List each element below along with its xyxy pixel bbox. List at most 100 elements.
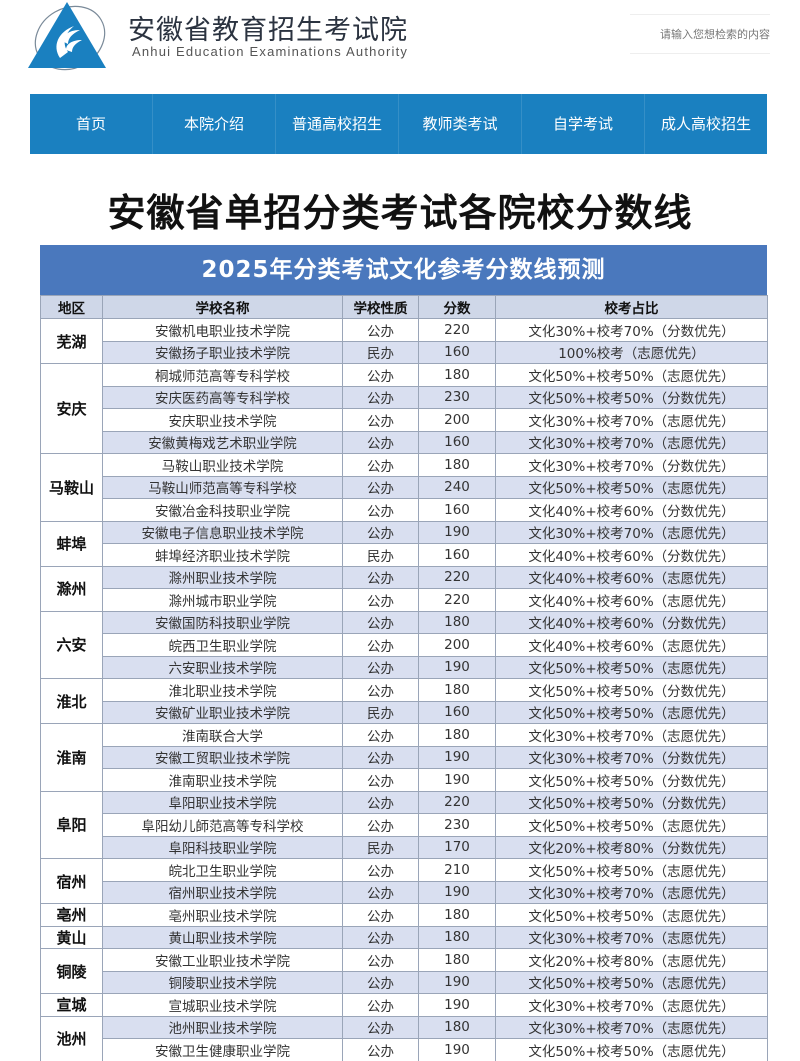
region-cell: 阜阳 [40, 790, 103, 859]
school-name-cell: 滁州城市职业学院 [102, 588, 343, 612]
school-type-cell: 公办 [342, 745, 419, 769]
table-row: 阜阳 阜阳职业技术学院 公办 220 文化50%+校考50%（分数优先） [40, 790, 768, 859]
score-cell: 190 [418, 1038, 496, 1061]
table-row: 黄山 黄山职业技术学院 公办 180 文化30%+校考70%（志愿优先） [40, 925, 768, 949]
score-cell: 180 [418, 903, 496, 927]
logo-icon[interactable] [22, 0, 112, 72]
table-row: 宿州 皖北卫生职业学院 公办 210 文化50%+校考50%（志愿优先） [40, 858, 768, 904]
school-name-cell: 安徽卫生健康职业学院 [102, 1038, 343, 1061]
score-cell: 210 [418, 858, 496, 882]
school-type-cell: 民办 [342, 543, 419, 567]
ratio-cell: 文化30%+校考70%（志愿优先） [495, 520, 768, 544]
score-cell: 190 [418, 655, 496, 679]
nav-item-adult-admission[interactable]: 成人高校招生 [660, 115, 751, 133]
table-row: 安徽卫生健康职业学院 公办 190 文化50%+校考50%（志愿优先） [41, 1038, 768, 1061]
score-cell: 190 [418, 520, 496, 544]
nav-item-home[interactable]: 首页 [30, 94, 153, 154]
table-row: 安徽扬子职业技术学院 民办 160 100%校考（志愿优先） [41, 340, 768, 364]
school-name-cell: 阜阳科技职业学院 [102, 835, 343, 859]
column-header-region: 地区 [40, 295, 103, 319]
school-type-cell: 公办 [342, 993, 419, 1017]
ratio-cell: 文化50%+校考50%（志愿优先） [495, 903, 768, 927]
school-type-cell: 公办 [342, 520, 419, 544]
school-type-cell: 公办 [342, 588, 419, 612]
table-row: 阜阳幼儿師范高等专科学校 公办 230 文化50%+校考50%（志愿优先） [41, 813, 768, 837]
school-name-cell: 安徽工贸职业技术学院 [102, 745, 343, 769]
school-type-cell: 公办 [342, 970, 419, 994]
school-type-cell: 民办 [342, 340, 419, 364]
site-subtitle: Anhui Education Examinations Authority [132, 44, 409, 59]
table-row: 马鞍山师范高等专科学校 公办 240 文化50%+校考50%（志愿优先） [41, 475, 768, 499]
region-cell: 滁州 [40, 565, 103, 612]
nav-item-self-study-exam[interactable]: 自学考试 [522, 94, 645, 154]
ratio-cell: 文化20%+校考80%（分数优先） [495, 835, 768, 859]
school-name-cell: 淮北职业技术学院 [102, 678, 343, 702]
school-name-cell: 安庆医药高等专科学校 [102, 385, 343, 409]
school-name-cell: 宣城职业技术学院 [102, 993, 343, 1017]
score-cell: 240 [418, 475, 496, 499]
score-cell: 190 [418, 745, 496, 769]
nav-item-about[interactable]: 本院介绍 [153, 94, 276, 154]
table-header-row: 地区 学校名称 学校性质 分数 校考占比 [40, 295, 768, 319]
ratio-cell: 文化50%+校考50%（志愿优先） [495, 655, 768, 679]
table-row: 淮北 淮北职业技术学院 公办 180 文化50%+校考50%（分数优先） [40, 678, 768, 724]
school-type-cell: 公办 [342, 610, 419, 634]
score-cell: 180 [418, 363, 496, 387]
school-type-cell: 公办 [342, 565, 419, 589]
school-type-cell: 公办 [342, 790, 419, 814]
school-type-cell: 公办 [342, 1015, 419, 1039]
region-cell: 淮北 [40, 678, 103, 724]
table-row: 安庆 桐城师范高等专科学校 公办 180 文化50%+校考50%（志愿优先） [40, 363, 768, 454]
table-row: 安徽工贸职业技术学院 公办 190 文化30%+校考70%（分数优先） [41, 745, 768, 769]
table-row: 淮南职业技术学院 公办 190 文化50%+校考50%（分数优先） [41, 768, 768, 792]
ratio-cell: 文化50%+校考50%（分数优先） [495, 678, 768, 702]
nav-item-teacher-exam[interactable]: 教师类考试 [399, 94, 522, 154]
table-body: 芜湖 安徽机电职业技术学院 公办 220 文化30%+校考70%（分数优先） 安徽扬子职业… [40, 318, 768, 1061]
region-cell: 池州 [40, 1015, 103, 1061]
search-input[interactable] [630, 15, 770, 53]
score-cell: 180 [418, 453, 496, 477]
score-cell: 160 [418, 700, 496, 724]
table-row: 滁州城市职业学院 公办 220 文化40%+校考60%（志愿优先） [41, 588, 768, 612]
column-header-school: 学校名称 [102, 295, 343, 319]
table-row: 六安职业技术学院 公办 190 文化50%+校考50%（志愿优先） [41, 655, 768, 679]
score-cell: 220 [418, 790, 496, 814]
search-box [630, 14, 770, 54]
table-row: 滁州 滁州职业技术学院 公办 220 文化40%+校考60%（志愿优先） [40, 565, 768, 612]
school-type-cell: 公办 [342, 948, 419, 972]
score-cell: 220 [418, 588, 496, 612]
column-header-score: 分数 [418, 295, 496, 319]
school-name-cell: 安徽电子信息职业技术学院 [102, 520, 343, 544]
score-cell: 160 [418, 543, 496, 567]
school-name-cell: 安庆职业技术学院 [102, 408, 343, 432]
table-row: 蚌埠经济职业技术学院 民办 160 文化40%+校考60%（分数优先） [41, 543, 768, 567]
region-cell: 宿州 [40, 858, 103, 904]
school-name-cell: 马鞍山职业技术学院 [102, 453, 343, 477]
score-cell: 190 [418, 970, 496, 994]
school-name-cell: 滁州职业技术学院 [102, 565, 343, 589]
table-row: 铜陵 安徽工业职业技术学院 公办 180 文化20%+校考80%（志愿优先） [40, 948, 768, 994]
table-row: 安徽矿业职业技术学院 民办 160 文化50%+校考50%（志愿优先） [41, 700, 768, 724]
score-cell: 180 [418, 948, 496, 972]
table-row: 亳州 亳州职业技术学院 公办 180 文化50%+校考50%（志愿优先） [40, 903, 768, 927]
school-name-cell: 皖西卫生职业学院 [102, 633, 343, 657]
column-header-ratio: 校考占比 [495, 295, 768, 319]
score-cell: 190 [418, 880, 496, 904]
ratio-cell: 文化30%+校考70%（志愿优先） [495, 430, 768, 454]
ratio-cell: 文化30%+校考70%（分数优先） [495, 453, 768, 477]
ratio-cell: 文化50%+校考50%（分数优先） [495, 385, 768, 409]
site-header: 安徽省教育招生考试院 Anhui Education Examinations … [0, 0, 800, 92]
school-type-cell: 公办 [342, 430, 419, 454]
school-type-cell: 公办 [342, 385, 419, 409]
score-cell: 170 [418, 835, 496, 859]
ratio-cell: 文化30%+校考70%（志愿优先） [495, 723, 768, 747]
school-name-cell: 淮南联合大学 [102, 723, 343, 747]
score-cell: 200 [418, 633, 496, 657]
nav-item-college-admission[interactable]: 普通高校招生 [276, 94, 399, 154]
score-cell: 190 [418, 768, 496, 792]
school-name-cell: 蚌埠经济职业技术学院 [102, 543, 343, 567]
ratio-cell: 文化30%+校考70%（分数优先） [495, 318, 768, 342]
school-type-cell: 公办 [342, 813, 419, 837]
region-cell: 马鞍山 [40, 453, 103, 522]
school-name-cell: 安徽扬子职业技术学院 [102, 340, 343, 364]
